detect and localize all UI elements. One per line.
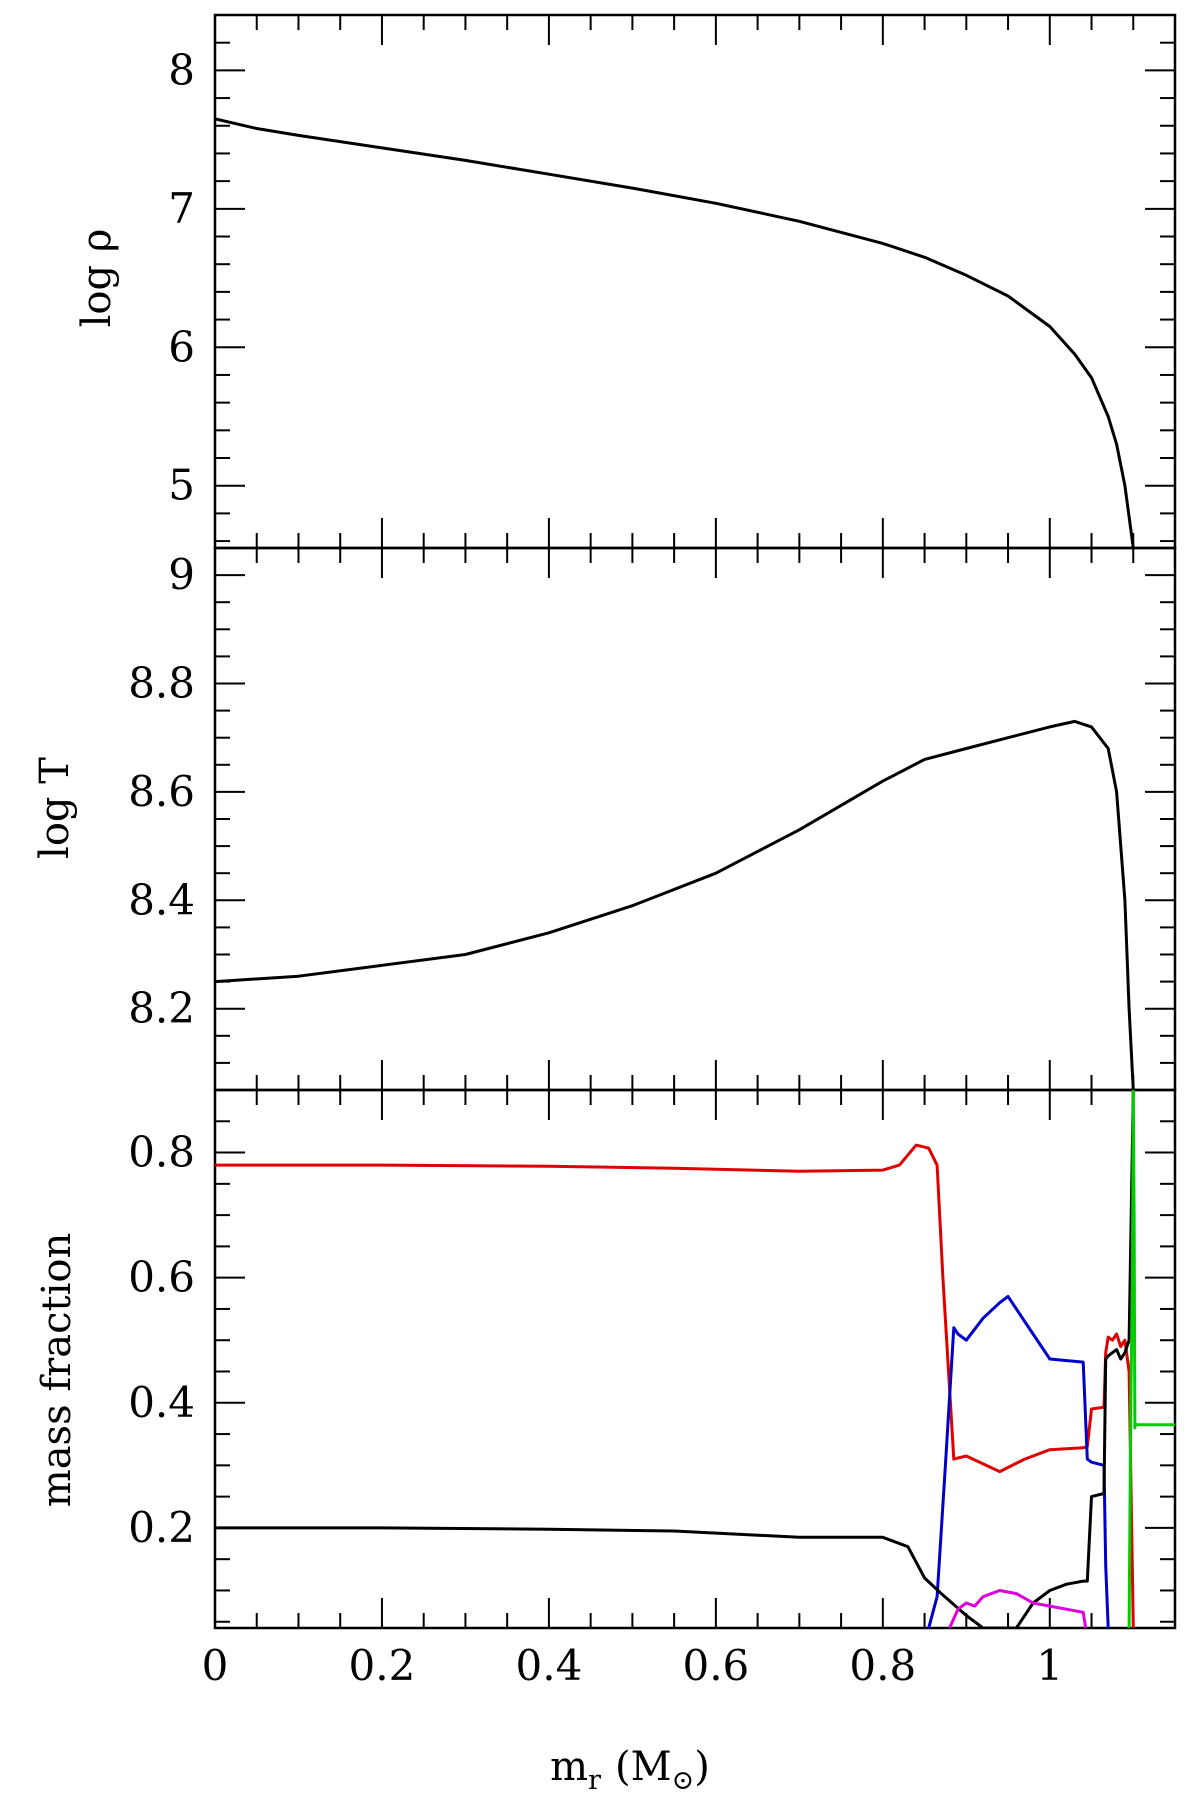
y-axis-label-mass-fraction: mass fraction [34,1233,80,1507]
y-tick-label: 8.8 [128,659,195,708]
y-tick-label: 8 [168,45,195,94]
y-tick-label: 8.6 [128,767,195,816]
x-axis-label: mr (M⊙) [550,1744,710,1796]
x-tick-label: 1 [1036,1641,1063,1690]
x-tick-label: 0.2 [349,1641,416,1690]
y-tick-label: 0.2 [128,1503,195,1552]
y-tick-label: 0.6 [128,1253,195,1302]
mass-fraction-panel: 0 0.2 0.4 0.6 0.8 1 0.2 0.4 0.6 0.8 [128,1088,1177,1690]
series-line-2 [215,1090,1135,1628]
x-tick-label: 0.6 [682,1641,749,1690]
y-tick-label: 7 [168,184,195,233]
series-line-3 [948,1589,1088,1628]
plot-frame [213,546,1177,1092]
series-line-0 [215,719,1135,1090]
x-tick-label: 0.8 [849,1641,916,1690]
y-tick-label: 9 [168,550,195,599]
plot-frame [213,13,1177,550]
y-axis-label-density: log ρ [74,229,120,328]
y-tick-label: 0.4 [128,1378,195,1427]
series-line-4 [1127,1090,1175,1628]
temperature-panel: 8.2 8.4 8.6 8.8 9 [128,546,1177,1092]
series-line-0 [215,117,1135,548]
y-axis-label-temperature: log T [32,757,78,859]
x-tick-label: 0 [202,1641,229,1690]
y-tick-label: 8.2 [128,984,195,1033]
plot-frame [213,1088,1177,1630]
y-tick-label: 5 [168,461,195,510]
y-tick-label: 8.4 [128,875,195,924]
x-tick-label: 0.4 [516,1641,583,1690]
density-panel: 5 6 7 8 [168,13,1177,550]
series-line-1 [927,1294,1110,1628]
y-tick-label: 0.8 [128,1128,195,1177]
y-tick-label: 6 [168,322,195,371]
series-line-0 [215,1143,1135,1628]
